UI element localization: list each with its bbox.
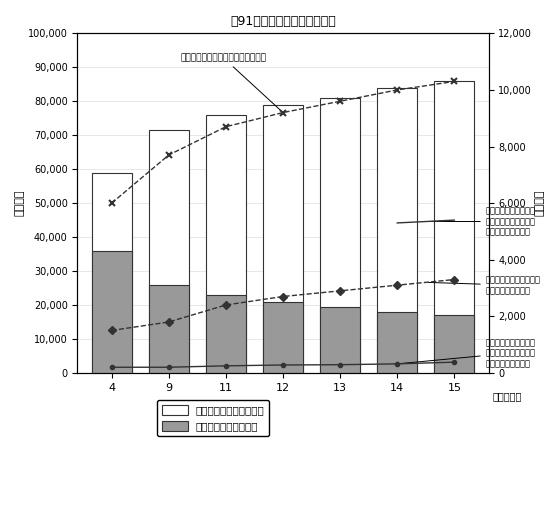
Y-axis label: （千人）: （千人） xyxy=(535,190,545,216)
Legend: 公共下水道現在排水人口, し尿処理施設処理人口: 公共下水道現在排水人口, し尿処理施設処理人口 xyxy=(157,400,269,436)
Bar xyxy=(435,81,474,373)
Text: 農業集落排水施設現在
排水人口：うち汚水に
係るもの（右目盛）: 農業集落排水施設現在 排水人口：うち汚水に 係るもの（右目盛） xyxy=(428,207,536,236)
Bar xyxy=(263,302,303,373)
Text: 漁業集落排水施設現在
排水人口：うち汚水に
係るもの（右目盛）: 漁業集落排水施設現在 排水人口：うち汚水に 係るもの（右目盛） xyxy=(400,338,536,368)
Text: コミュニティ・プラント
処理人口（右目盛）: コミュニティ・プラント 処理人口（右目盛） xyxy=(428,275,541,295)
Bar xyxy=(149,130,189,373)
Bar xyxy=(206,115,246,373)
Bar xyxy=(206,295,246,373)
Bar xyxy=(320,98,360,373)
Title: 第91図　下水処理人口の推移: 第91図 下水処理人口の推移 xyxy=(230,15,336,28)
Bar xyxy=(92,172,132,373)
Bar xyxy=(263,105,303,373)
Bar xyxy=(149,285,189,373)
Text: 合併処理浄化槽処理人口（右目盛）: 合併処理浄化槽処理人口（右目盛） xyxy=(180,53,281,111)
Bar xyxy=(377,312,417,373)
Bar xyxy=(377,88,417,373)
Y-axis label: （千人）: （千人） xyxy=(15,190,25,216)
Text: （年度末）: （年度末） xyxy=(493,391,522,402)
Bar xyxy=(92,251,132,373)
Bar xyxy=(320,307,360,373)
Bar xyxy=(435,315,474,373)
